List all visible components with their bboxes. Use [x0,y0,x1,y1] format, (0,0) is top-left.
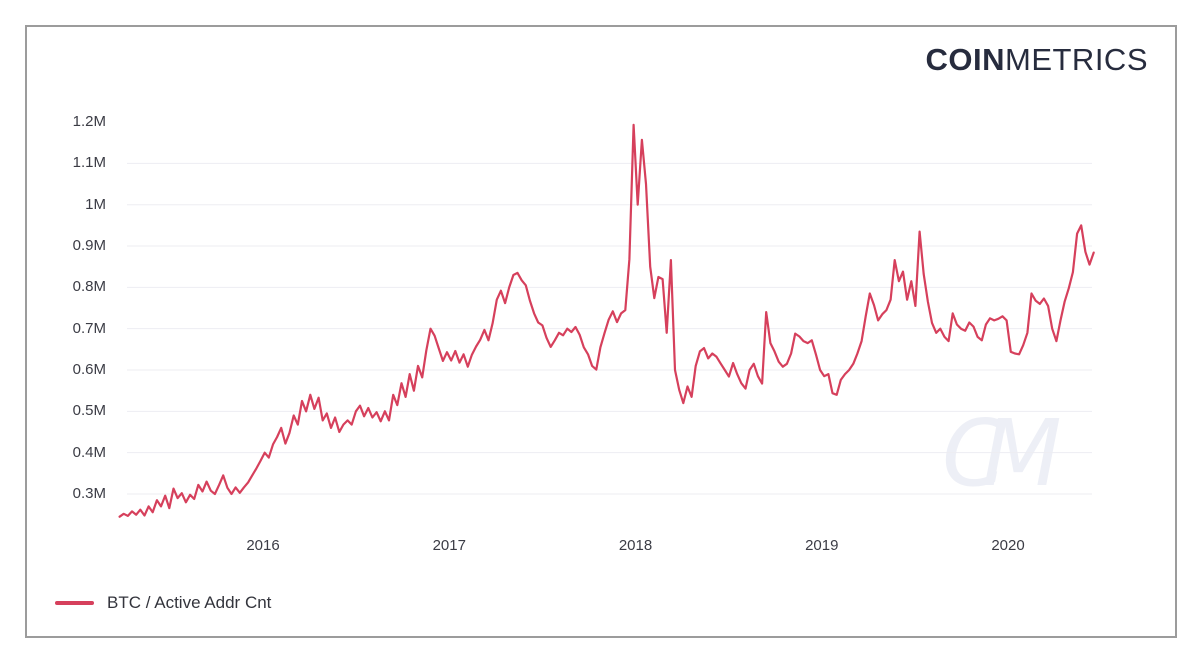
y-tick-0.4M: 0.4M [72,443,106,461]
y-tick-0.9M: 0.9M [72,237,106,255]
x-tick-2020: 2020 [991,537,1025,554]
y-tick-0.3M: 0.3M [72,485,106,502]
gridlines [127,162,1092,495]
x-tick-2017: 2017 [432,537,466,554]
y-tick-0.8M: 0.8M [72,278,106,296]
legend: BTC / Active Addr Cnt [55,593,271,613]
legend-line-swatch [55,601,94,605]
y-tick-0.7M: 0.7M [72,319,106,337]
y-tick-1.2M: 1.2M [72,113,106,131]
x-tick-2016: 2016 [246,537,280,554]
y-tick-1.1M: 1.1M [72,154,106,172]
btc-active-addresses-line [118,123,1095,518]
x-tick-2018: 2018 [618,537,653,554]
y-tick-0.6M: 0.6M [72,361,106,378]
logo-metrics-text: METRICS [1005,42,1148,77]
x-tick-2019: 2019 [805,537,839,554]
y-tick-1M: 1M [85,195,106,213]
coinmetrics-logo: COINMETRICS [926,42,1149,78]
y-tick-0.5M: 0.5M [72,402,106,420]
legend-label: BTC / Active Addr Cnt [107,593,272,612]
logo-coin-text: COIN [925,42,1005,77]
